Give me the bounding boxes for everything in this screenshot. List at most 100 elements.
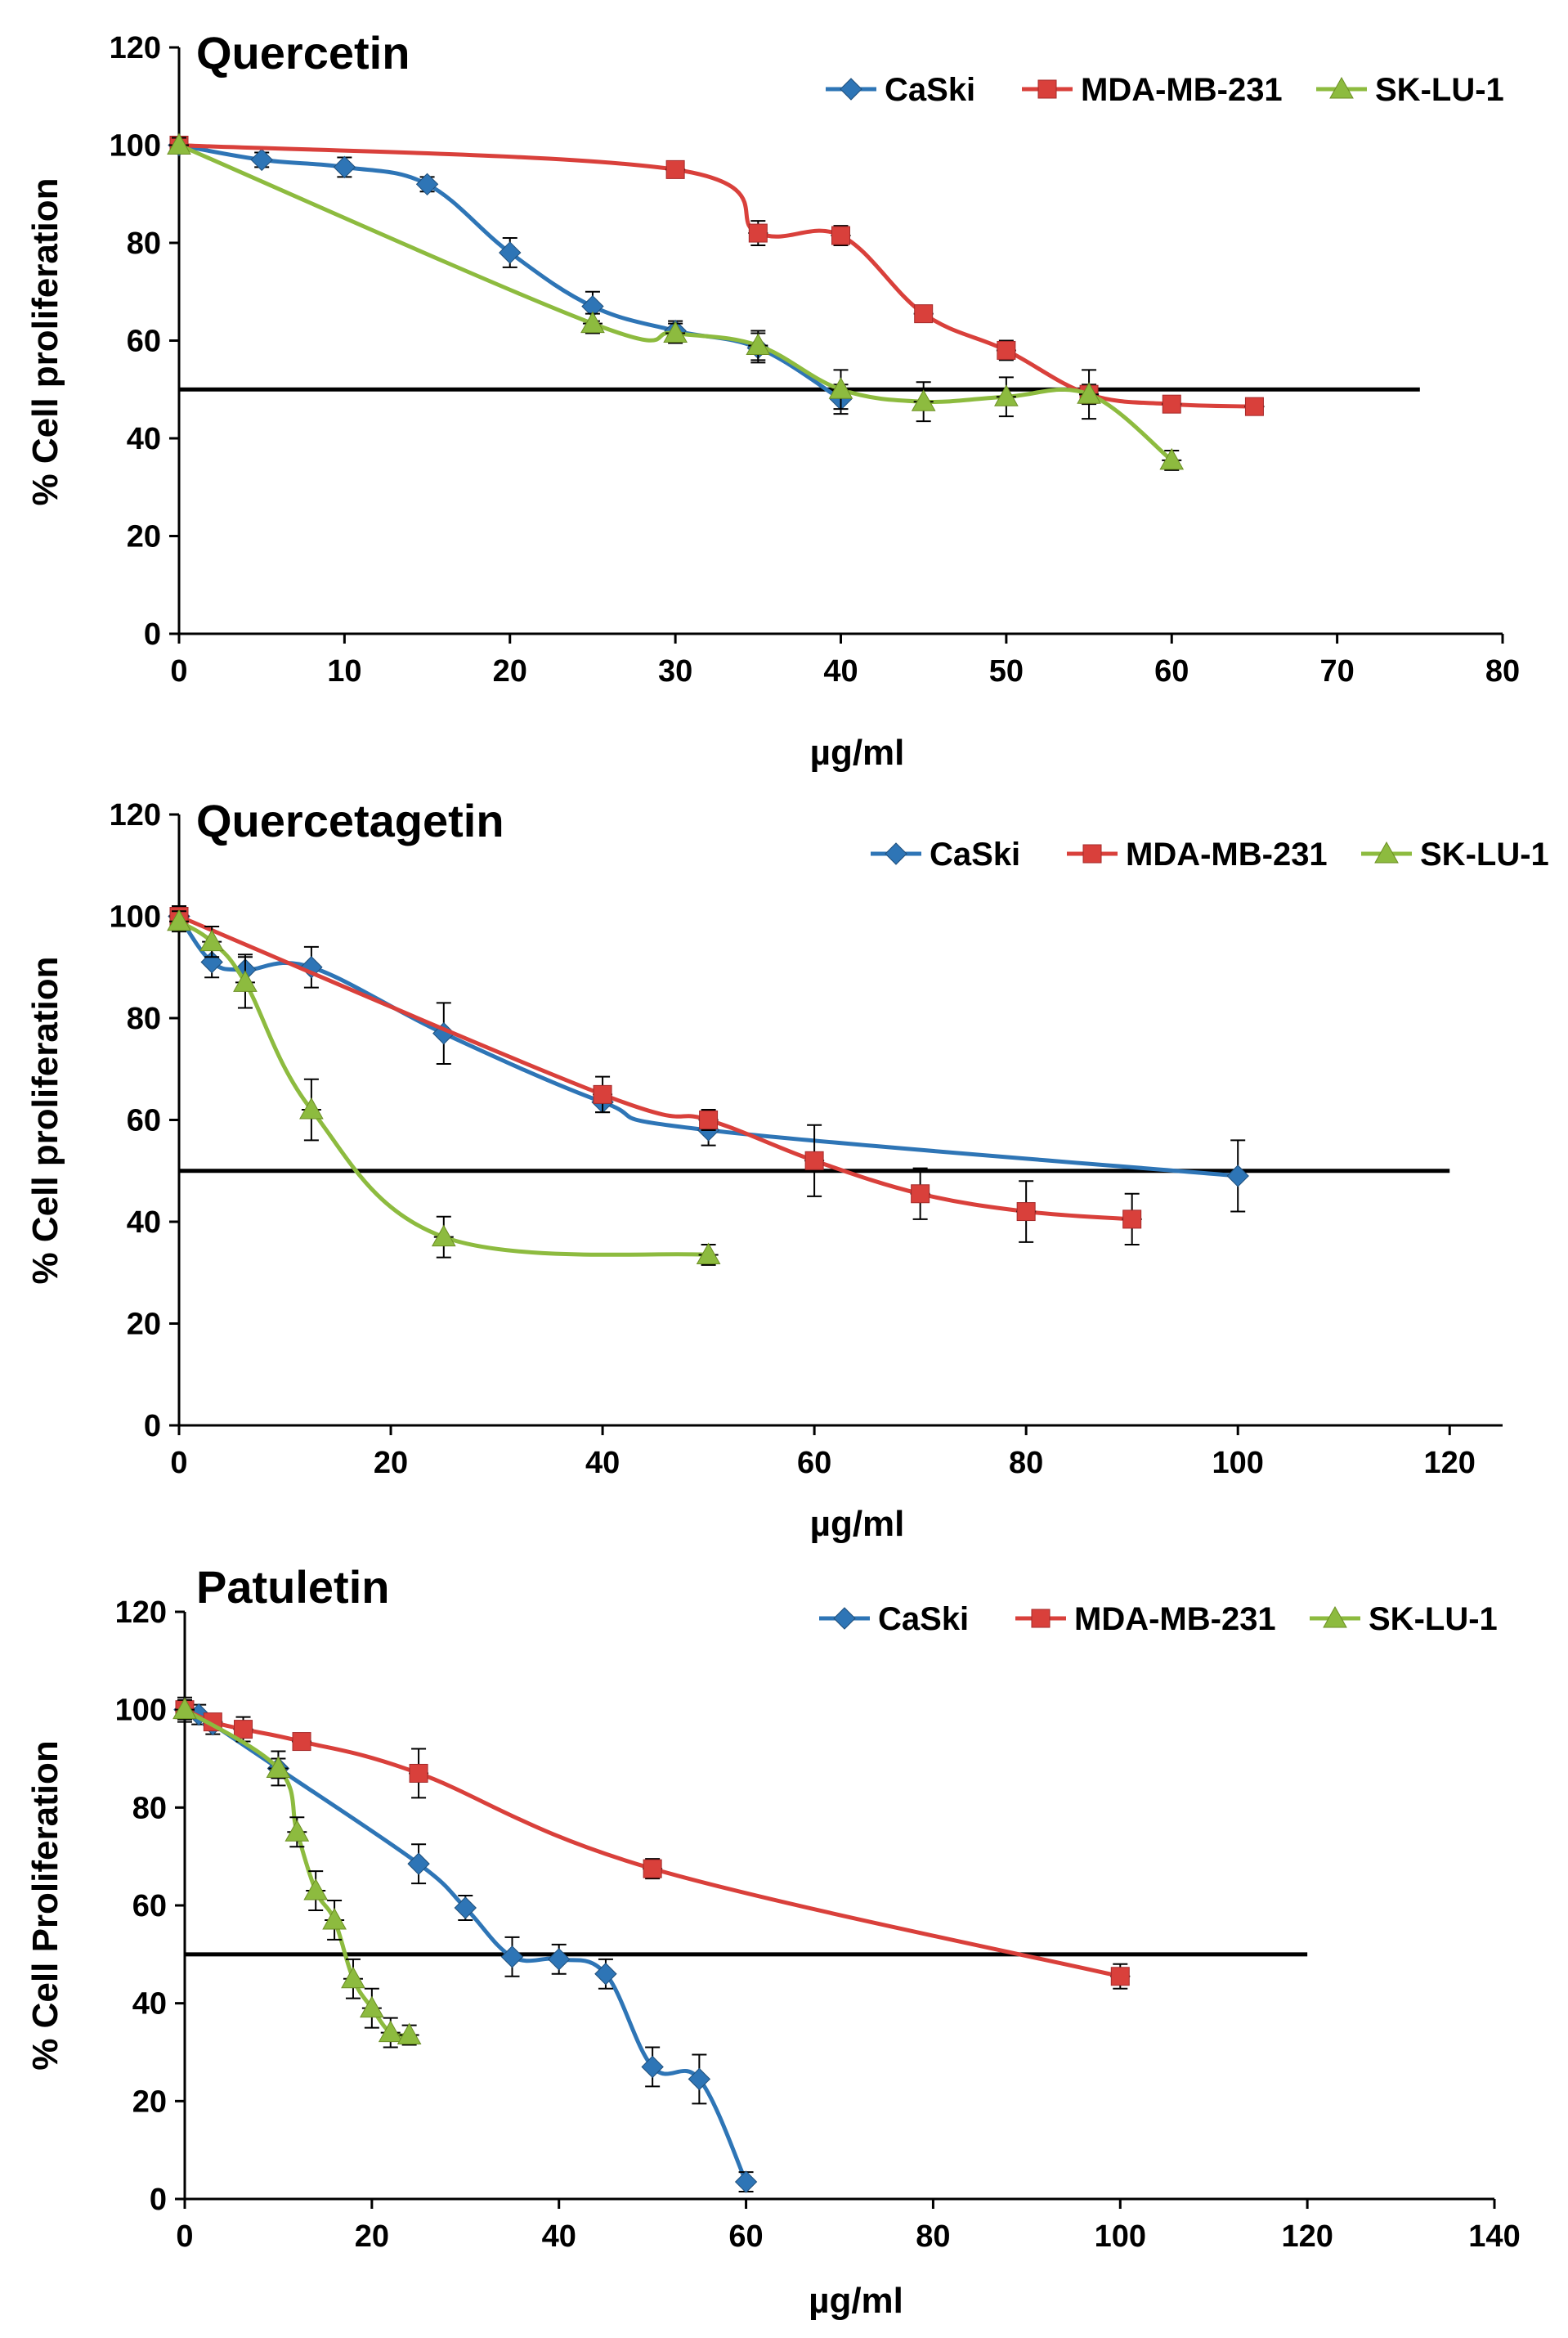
- x-tick-label: 100: [1095, 2219, 1146, 2254]
- x-tick-label: 40: [585, 1446, 620, 1480]
- y-tick-label: 20: [127, 520, 161, 554]
- legend-label: CaSki: [885, 72, 975, 108]
- y-tick-label: 20: [132, 2084, 167, 2119]
- y-tick-label: 60: [127, 325, 161, 359]
- data-point-marker: [1374, 841, 1399, 864]
- data-point-marker: [1162, 394, 1181, 414]
- data-point-marker: [266, 1756, 291, 1778]
- data-point-marker: [833, 1607, 856, 1630]
- y-axis-title: % Cell proliferation: [25, 178, 65, 506]
- data-point-marker: [378, 2020, 403, 2043]
- y-axis-title: % Cell proliferation: [25, 957, 65, 1285]
- data-point-marker: [303, 1878, 329, 1900]
- series-sk-lu-1: [172, 1697, 422, 2049]
- data-point-marker: [1226, 1165, 1249, 1187]
- series-line: [183, 1708, 1121, 1979]
- x-axis-title: µg/ml: [809, 2281, 903, 2321]
- data-point-marker: [1122, 1209, 1142, 1229]
- data-point-marker: [199, 929, 225, 952]
- data-point-marker: [500, 1945, 524, 1968]
- x-tick-label: 70: [1319, 654, 1354, 689]
- data-point-marker: [431, 1224, 456, 1247]
- data-point-marker: [1323, 1605, 1347, 1628]
- y-tick-label: 120: [110, 798, 161, 832]
- data-point-marker: [234, 1720, 253, 1739]
- data-point-marker: [415, 173, 439, 196]
- data-point-marker: [1077, 382, 1101, 404]
- data-point-marker: [1031, 1609, 1051, 1628]
- y-tick-label: 80: [127, 1002, 161, 1036]
- series-caski: [168, 904, 1249, 1213]
- y-tick-label: 0: [144, 617, 161, 652]
- series-sk-lu-1: [167, 909, 721, 1266]
- x-tick-label: 20: [493, 654, 527, 689]
- data-point-marker: [360, 1995, 384, 2018]
- series-line: [178, 143, 842, 402]
- x-tick-label: 40: [542, 2219, 576, 2254]
- data-point-marker: [746, 333, 771, 355]
- data-point-marker: [299, 1097, 324, 1120]
- y-tick-label: 0: [150, 2183, 167, 2217]
- chart-panel-quercetagetin: 0 20 40 60 80 100 120 0 20 40 60 80 100 120 µg/ml % Cel…: [25, 795, 1549, 1544]
- series-mda-mb-231: [169, 905, 1142, 1246]
- series-line: [184, 1708, 748, 2183]
- data-point-marker: [885, 842, 907, 865]
- data-point-marker: [1016, 1202, 1036, 1222]
- data-point-marker: [409, 1763, 428, 1783]
- data-point-marker: [831, 226, 850, 245]
- series-sk-lu-1: [167, 132, 1185, 471]
- data-point-marker: [250, 148, 273, 172]
- y-tick-label: 40: [132, 1987, 167, 2022]
- series-caski: [168, 133, 853, 415]
- y-tick-label: 80: [127, 227, 161, 261]
- legend-label: SK-LU-1: [1420, 837, 1549, 873]
- legend-label: SK-LU-1: [1375, 72, 1504, 108]
- y-tick-label: 100: [115, 1694, 167, 1728]
- x-tick-label: 20: [374, 1446, 408, 1480]
- x-tick-label: 20: [355, 2219, 389, 2254]
- panel-title: Patuletin: [196, 1561, 389, 1613]
- series-line: [178, 143, 1173, 462]
- x-tick-label: 120: [1424, 1446, 1476, 1480]
- data-point-marker: [688, 2067, 711, 2091]
- data-point-marker: [593, 1084, 612, 1104]
- data-point-marker: [594, 1963, 617, 1986]
- y-tick-label: 0: [144, 1409, 161, 1443]
- legend: CaSki MDA-MB-231 SK-LU-1: [819, 1601, 1498, 1637]
- y-axis-title: % Cell Proliferation: [25, 1740, 65, 2070]
- x-tick-label: 80: [1485, 654, 1520, 689]
- x-axis-title: µg/ml: [810, 1504, 905, 1544]
- data-point-marker: [696, 1242, 721, 1264]
- data-point-marker: [333, 155, 356, 179]
- y-tick-label: 100: [110, 129, 161, 164]
- y-tick-label: 120: [115, 1595, 167, 1630]
- x-tick-label: 60: [728, 2219, 763, 2254]
- data-point-marker: [840, 78, 862, 101]
- y-tick-label: 40: [127, 1205, 161, 1240]
- data-point-marker: [233, 970, 258, 992]
- panel-title: Quercetin: [196, 27, 410, 79]
- data-point-marker: [914, 304, 934, 324]
- chart-panels: 0 20 40 60 80 100 120 0 10 20 30 40 50 60 70 80 µg/ml % C…: [25, 27, 1549, 2321]
- legend-label: CaSki: [878, 1601, 969, 1637]
- x-tick-label: 30: [658, 654, 692, 689]
- series-mda-mb-231: [175, 1700, 1131, 1990]
- chart-panel-quercetin: 0 20 40 60 80 100 120 0 10 20 30 40 50 60 70 80 µg/ml % C…: [25, 27, 1520, 773]
- x-tick-label: 50: [989, 654, 1024, 689]
- x-tick-label: 60: [797, 1446, 831, 1480]
- data-point-marker: [997, 340, 1016, 360]
- data-point-marker: [1082, 844, 1102, 864]
- data-point-marker: [1329, 76, 1354, 99]
- data-point-marker: [1159, 447, 1185, 470]
- y-tick-label: 40: [127, 422, 161, 456]
- data-point-marker: [292, 1732, 311, 1752]
- x-tick-label: 60: [1154, 654, 1189, 689]
- data-point-marker: [663, 321, 688, 343]
- data-point-marker: [172, 1697, 197, 1720]
- y-tick-label: 60: [132, 1889, 167, 1923]
- data-point-marker: [407, 1852, 430, 1875]
- y-tick-label: 20: [127, 1308, 161, 1342]
- legend: CaSki MDA-MB-231 SK-LU-1: [826, 72, 1504, 108]
- y-tick-label: 60: [127, 1104, 161, 1138]
- legend-label: MDA-MB-231: [1074, 1601, 1276, 1637]
